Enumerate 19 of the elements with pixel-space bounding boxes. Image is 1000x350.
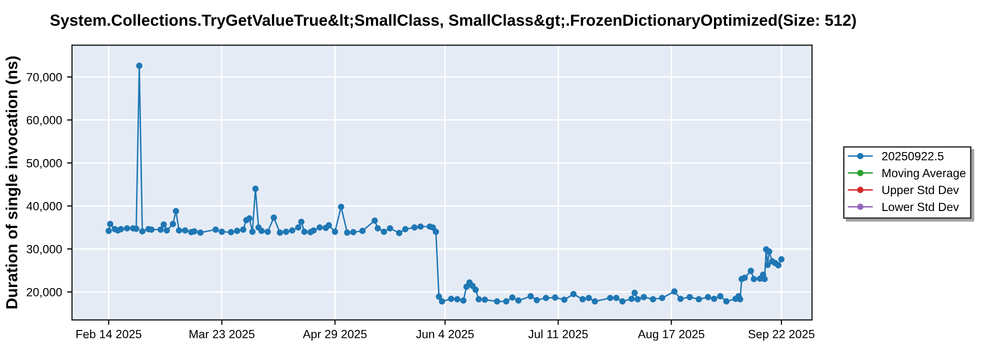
y-axis-title: Duration of single invocation (ns) (6, 56, 21, 308)
y-tick-label: 60,000 (26, 116, 62, 126)
legend-label: Lower Std Dev (882, 202, 959, 212)
x-tick-label: Aug 17 2025 (638, 330, 704, 341)
y-tick-label: 40,000 (26, 202, 62, 212)
x-tick-label: Sep 22 2025 (748, 330, 814, 341)
y-tick-label: 50,000 (26, 158, 62, 169)
y-tick-label: 70,000 (26, 73, 62, 83)
legend-label: Upper Std Dev (882, 185, 959, 196)
chart-title: System.Collections.TryGetValueTrue&lt;SmallClass, SmallClass&gt;.FrozenDictionaryOptimized(Size: 512) (50, 14, 856, 30)
legend-label: 20250922.5 (882, 152, 944, 160)
legend-label: Moving Average (882, 168, 966, 180)
x-tick-label: Jul 11 2025 (528, 330, 588, 338)
y-tick-label: 30,000 (26, 244, 62, 255)
x-tick-label: Apr 29 2025 (302, 330, 367, 341)
x-tick-label: Feb 14 2025 (76, 330, 142, 338)
x-tick-label: Jun 4 2025 (416, 330, 474, 338)
y-tick-label: 20,000 (26, 288, 62, 298)
x-tick-label: Mar 23 2025 (190, 330, 254, 338)
